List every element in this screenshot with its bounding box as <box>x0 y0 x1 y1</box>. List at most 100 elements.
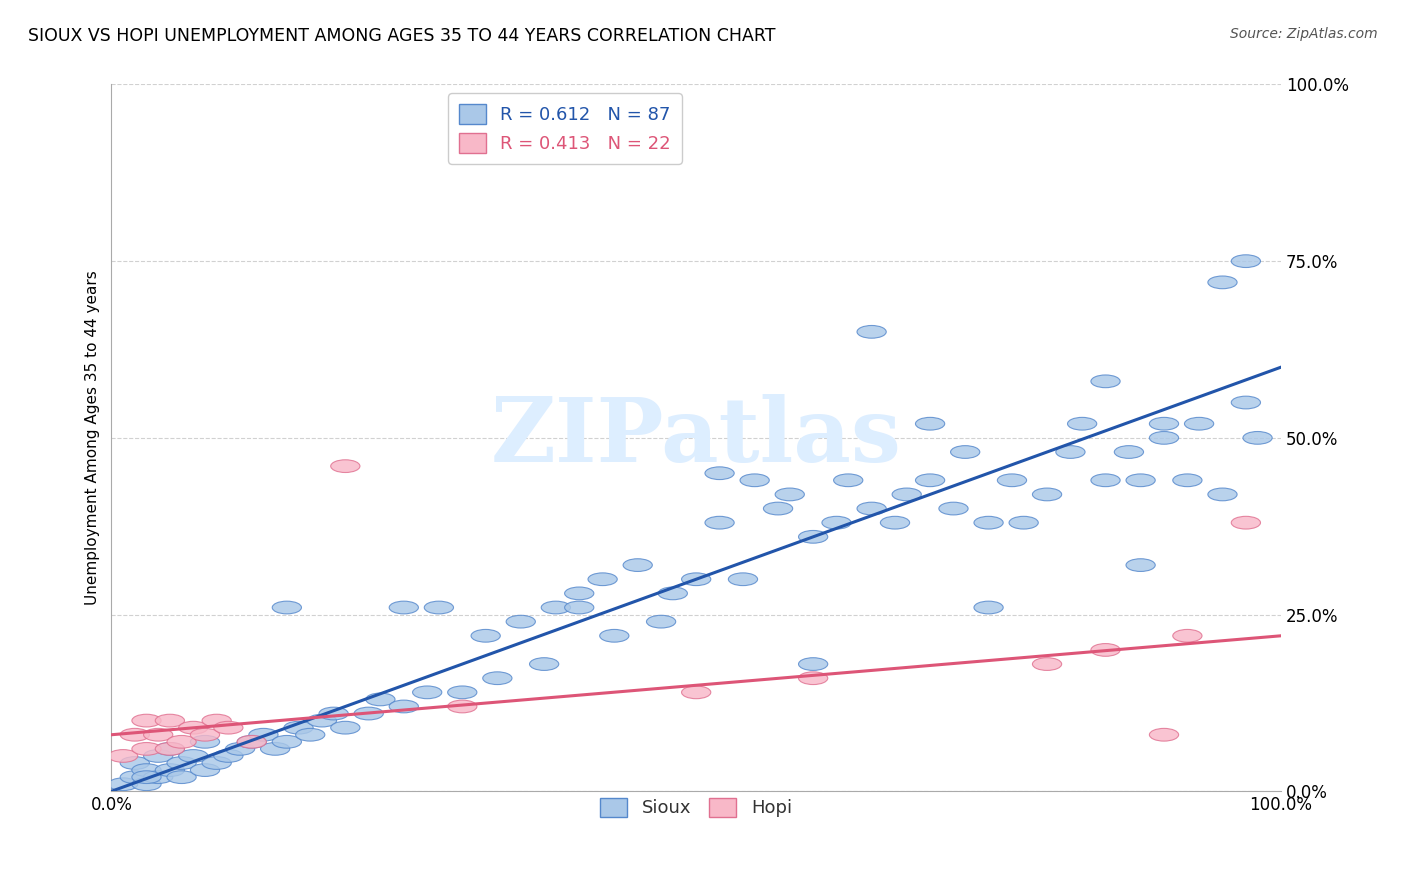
Ellipse shape <box>1091 375 1121 388</box>
Ellipse shape <box>425 601 454 614</box>
Ellipse shape <box>891 488 921 500</box>
Ellipse shape <box>155 742 184 756</box>
Text: ZIPatlas: ZIPatlas <box>491 394 901 482</box>
Ellipse shape <box>915 474 945 487</box>
Ellipse shape <box>389 700 419 713</box>
Ellipse shape <box>1056 446 1085 458</box>
Ellipse shape <box>143 771 173 783</box>
Ellipse shape <box>1232 255 1261 268</box>
Ellipse shape <box>1010 516 1038 529</box>
Ellipse shape <box>308 714 336 727</box>
Ellipse shape <box>704 516 734 529</box>
Ellipse shape <box>120 729 149 741</box>
Ellipse shape <box>412 686 441 698</box>
Ellipse shape <box>704 467 734 480</box>
Ellipse shape <box>799 531 828 543</box>
Ellipse shape <box>541 601 571 614</box>
Ellipse shape <box>295 729 325 741</box>
Ellipse shape <box>120 771 149 783</box>
Ellipse shape <box>330 722 360 734</box>
Ellipse shape <box>273 736 301 748</box>
Ellipse shape <box>588 573 617 586</box>
Ellipse shape <box>330 459 360 473</box>
Ellipse shape <box>1184 417 1213 430</box>
Ellipse shape <box>763 502 793 515</box>
Ellipse shape <box>214 722 243 734</box>
Ellipse shape <box>167 756 197 770</box>
Ellipse shape <box>366 693 395 706</box>
Ellipse shape <box>1173 630 1202 642</box>
Ellipse shape <box>823 516 851 529</box>
Ellipse shape <box>155 714 184 727</box>
Ellipse shape <box>319 707 349 720</box>
Ellipse shape <box>1091 643 1121 657</box>
Ellipse shape <box>214 749 243 763</box>
Ellipse shape <box>1149 729 1178 741</box>
Ellipse shape <box>120 756 149 770</box>
Ellipse shape <box>1032 657 1062 671</box>
Ellipse shape <box>1091 474 1121 487</box>
Ellipse shape <box>190 736 219 748</box>
Ellipse shape <box>880 516 910 529</box>
Ellipse shape <box>447 686 477 698</box>
Ellipse shape <box>565 601 593 614</box>
Ellipse shape <box>273 601 301 614</box>
Ellipse shape <box>728 573 758 586</box>
Ellipse shape <box>799 657 828 671</box>
Ellipse shape <box>155 742 184 756</box>
Ellipse shape <box>167 771 197 783</box>
Ellipse shape <box>143 749 173 763</box>
Ellipse shape <box>354 707 384 720</box>
Ellipse shape <box>108 749 138 763</box>
Ellipse shape <box>915 417 945 430</box>
Ellipse shape <box>238 736 266 748</box>
Ellipse shape <box>600 630 628 642</box>
Ellipse shape <box>202 714 232 727</box>
Ellipse shape <box>1208 488 1237 500</box>
Ellipse shape <box>1149 432 1178 444</box>
Ellipse shape <box>225 742 254 756</box>
Ellipse shape <box>190 764 219 776</box>
Ellipse shape <box>682 686 711 698</box>
Ellipse shape <box>167 736 197 748</box>
Ellipse shape <box>799 672 828 684</box>
Ellipse shape <box>858 502 886 515</box>
Ellipse shape <box>647 615 676 628</box>
Ellipse shape <box>389 601 419 614</box>
Ellipse shape <box>155 764 184 776</box>
Ellipse shape <box>1232 516 1261 529</box>
Ellipse shape <box>132 714 162 727</box>
Ellipse shape <box>471 630 501 642</box>
Ellipse shape <box>1232 396 1261 409</box>
Ellipse shape <box>1149 417 1178 430</box>
Ellipse shape <box>682 573 711 586</box>
Ellipse shape <box>974 601 1004 614</box>
Text: Source: ZipAtlas.com: Source: ZipAtlas.com <box>1230 27 1378 41</box>
Ellipse shape <box>506 615 536 628</box>
Ellipse shape <box>284 722 314 734</box>
Ellipse shape <box>108 778 138 790</box>
Ellipse shape <box>1126 474 1156 487</box>
Ellipse shape <box>447 700 477 713</box>
Ellipse shape <box>249 729 278 741</box>
Text: SIOUX VS HOPI UNEMPLOYMENT AMONG AGES 35 TO 44 YEARS CORRELATION CHART: SIOUX VS HOPI UNEMPLOYMENT AMONG AGES 35… <box>28 27 776 45</box>
Ellipse shape <box>260 742 290 756</box>
Ellipse shape <box>740 474 769 487</box>
Ellipse shape <box>1243 432 1272 444</box>
Ellipse shape <box>1208 276 1237 289</box>
Ellipse shape <box>530 657 558 671</box>
Ellipse shape <box>1115 446 1143 458</box>
Ellipse shape <box>132 771 162 783</box>
Y-axis label: Unemployment Among Ages 35 to 44 years: Unemployment Among Ages 35 to 44 years <box>86 270 100 606</box>
Ellipse shape <box>179 749 208 763</box>
Ellipse shape <box>858 326 886 338</box>
Ellipse shape <box>939 502 969 515</box>
Ellipse shape <box>775 488 804 500</box>
Ellipse shape <box>1032 488 1062 500</box>
Legend: Sioux, Hopi: Sioux, Hopi <box>593 790 799 825</box>
Ellipse shape <box>974 516 1004 529</box>
Ellipse shape <box>1067 417 1097 430</box>
Ellipse shape <box>190 729 219 741</box>
Ellipse shape <box>132 778 162 790</box>
Ellipse shape <box>658 587 688 599</box>
